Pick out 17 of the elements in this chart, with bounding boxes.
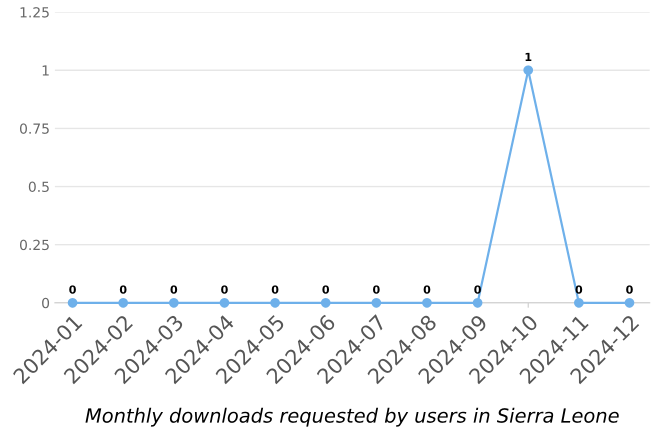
y-tick-label: 0.5	[28, 182, 49, 192]
data-label: 0	[322, 285, 330, 294]
data-label: 1	[526, 52, 532, 61]
data-label: 0	[626, 285, 633, 294]
x-axis-title: Monthly downloads requested by users in Sierra Leone	[86, 408, 619, 427]
data-label: 0	[373, 285, 380, 294]
data-label: 0	[69, 285, 76, 294]
y-tick-label: 1	[42, 65, 49, 76]
data-label: 0	[120, 285, 127, 294]
data-label: 0	[424, 285, 430, 294]
data-label: 0	[221, 285, 228, 294]
y-tick-label: 0.75	[20, 123, 49, 134]
data-label: 0	[170, 285, 178, 294]
y-tick-label: 0.25	[20, 240, 49, 250]
y-tick-label: 0	[42, 298, 50, 308]
y-tick-label: 1.25	[20, 7, 49, 18]
data-label: 0	[272, 285, 278, 294]
